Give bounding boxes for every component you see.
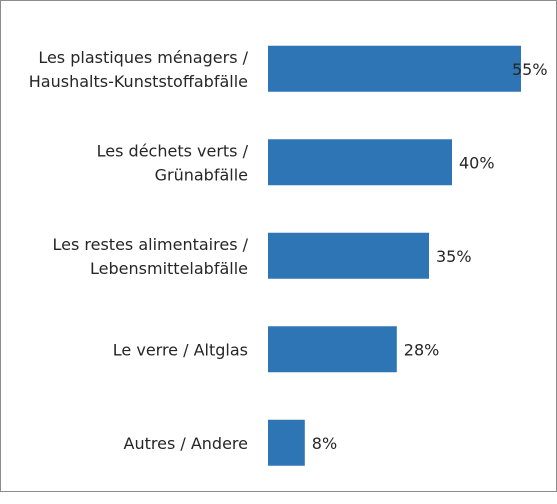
bar-3 (268, 326, 397, 373)
category-label-line: Lebensmittelabfälle (90, 259, 248, 278)
bar-0 (268, 45, 521, 92)
category-label-0: Les plastiques ménagers / Haushalts-Kunst… (29, 48, 249, 91)
bar-2 (268, 232, 429, 279)
category-label-line: Les déchets verts / (97, 141, 249, 160)
category-label-1: Les déchets verts / Grünabfälle (97, 141, 249, 184)
bar-4 (268, 419, 305, 466)
category-label-line: Les restes alimentaires / (52, 235, 248, 254)
data-label-0: 55% (512, 60, 548, 79)
category-label-line: Les plastiques ménagers / (38, 48, 248, 67)
bar-1 (268, 139, 452, 186)
data-label-2: 35% (436, 247, 472, 266)
category-label-line: Le verre / Altglas (113, 340, 248, 359)
category-label-4: Autres / Andere (124, 434, 248, 453)
category-label-line: Grünabfälle (155, 165, 248, 184)
category-label-3: Le verre / Altglas (113, 340, 248, 359)
data-label-1: 40% (459, 153, 495, 172)
category-label-line: Autres / Andere (124, 434, 248, 453)
data-label-4: 8% (312, 434, 337, 453)
category-label-line: Haushalts-Kunststoffabfälle (29, 72, 248, 91)
category-label-2: Les restes alimentaires / Lebensmittelabf… (52, 235, 248, 278)
data-label-3: 28% (404, 340, 440, 359)
